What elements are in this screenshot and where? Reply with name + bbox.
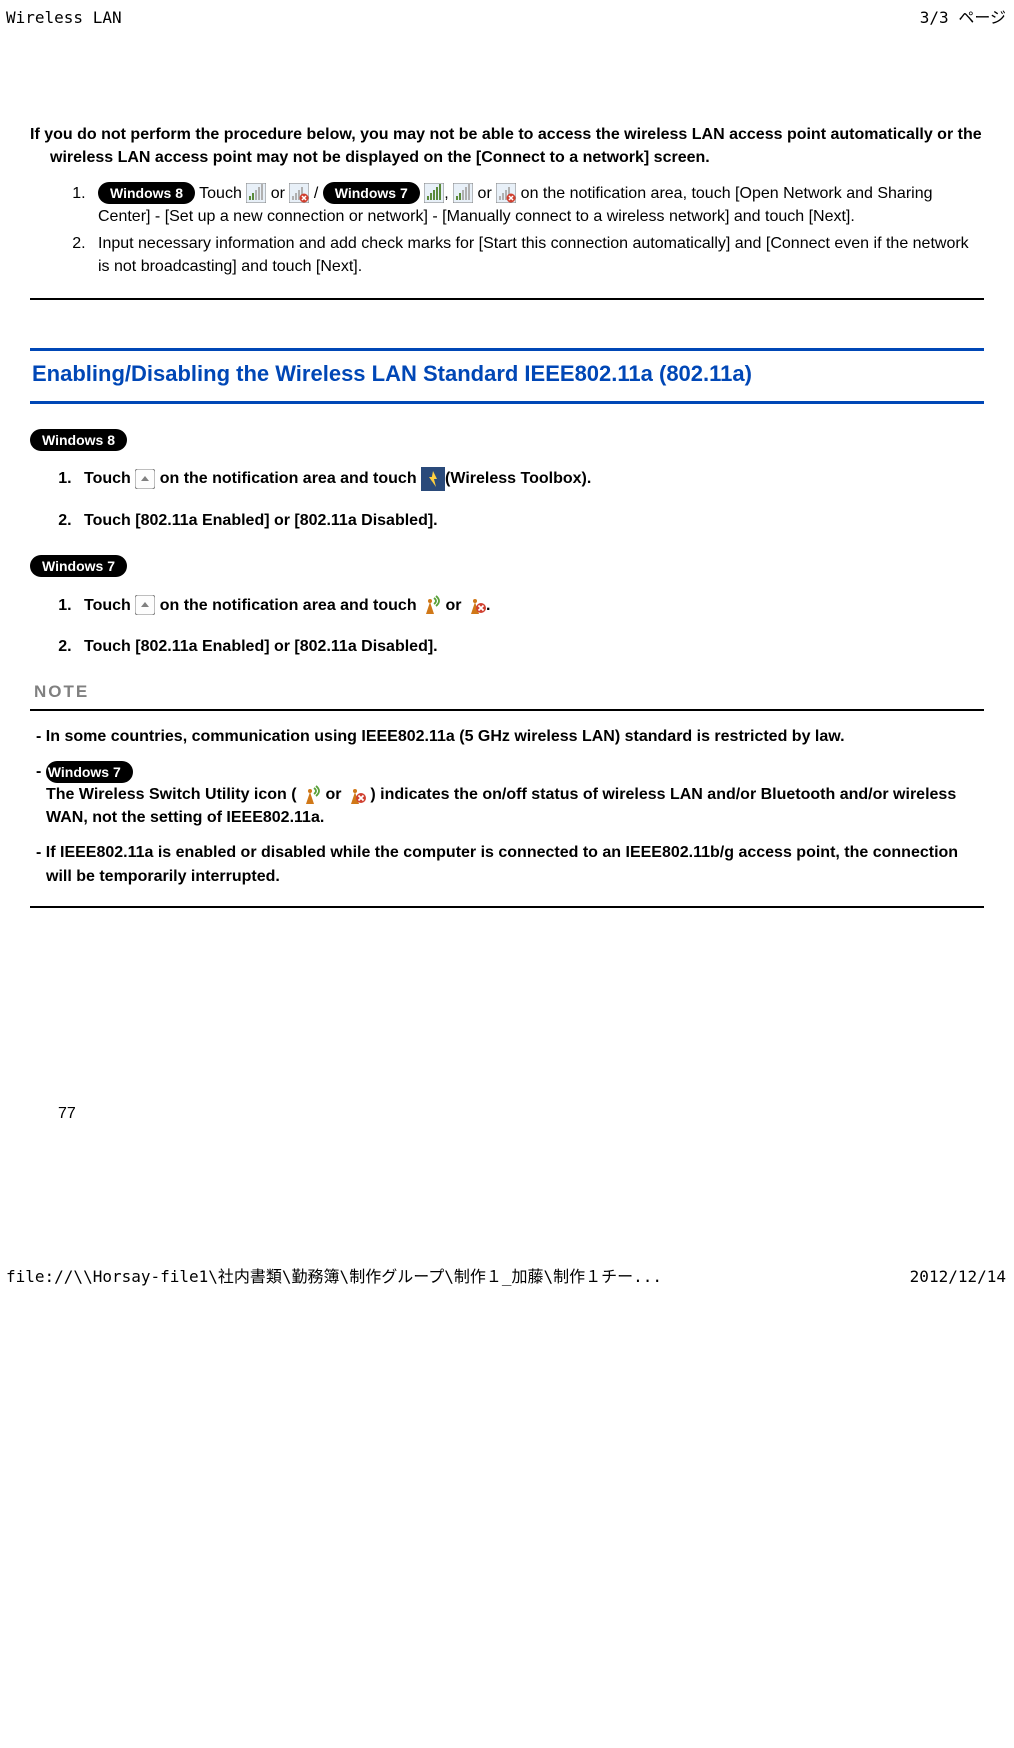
dash: - — [36, 763, 46, 780]
footer-right: 2012/12/14 — [910, 1265, 1006, 1288]
section-title: Enabling/Disabling the Wireless LAN Stan… — [30, 351, 984, 401]
windows7-badge: Windows 7 — [323, 182, 420, 204]
note-rule-top — [30, 709, 984, 711]
win7-step1-a: Touch — [84, 597, 135, 614]
step1-text-b: or — [266, 185, 289, 202]
wifi-bars-partial-icon — [453, 183, 473, 203]
step-2: Input necessary information and add chec… — [90, 232, 984, 278]
intro-paragraph: If you do not perform the procedure belo… — [30, 123, 984, 169]
win7-step-1: Touch on the notification area and touch… — [76, 594, 984, 617]
win8-step1-a: Touch — [84, 470, 135, 487]
section-bottom-rule — [30, 401, 984, 404]
windows8-badge: Windows 8 — [98, 182, 195, 204]
windows7-note-badge: Windows 7 — [46, 761, 133, 783]
note-3: - If IEEE802.11a is enabled or disabled … — [30, 841, 984, 887]
antenna-off-icon-2 — [346, 785, 366, 805]
note2-b: or — [321, 786, 346, 803]
antenna-on-icon — [421, 595, 441, 615]
dash: - — [36, 728, 46, 745]
note-2: - Windows 7 The Wireless Switch Utility … — [30, 760, 984, 830]
windows7-section-badge: Windows 7 — [30, 555, 127, 577]
step1-text-f: or — [473, 185, 496, 202]
windows8-section-badge: Windows 8 — [30, 429, 127, 451]
note3-text: If IEEE802.11a is enabled or disabled wh… — [46, 844, 958, 884]
header-left: Wireless LAN — [6, 6, 122, 29]
wifi-x-icon — [289, 183, 309, 203]
win8-step-1: Touch on the notification area and touch… — [76, 467, 984, 491]
page-number: 77 — [30, 922, 984, 1125]
wifi-bars-icon — [246, 183, 266, 203]
win7-step1-c: or — [441, 597, 466, 614]
antenna-off-icon — [466, 595, 486, 615]
content-area: If you do not perform the procedure belo… — [0, 31, 1014, 1185]
note1-text: In some countries, communication using I… — [46, 728, 845, 745]
procedure-steps: Windows 8 Touch or / Windows 7 , or on t… — [30, 182, 984, 279]
win7-steps: Touch on the notification area and touch… — [30, 594, 984, 658]
tray-up-icon — [135, 469, 155, 489]
tray-up-icon-2 — [135, 595, 155, 615]
step1-text-e: , — [444, 185, 453, 202]
win8-step1-b: on the notification area and touch — [155, 470, 421, 487]
wireless-toolbox-icon — [421, 467, 445, 491]
win8-step-2: Touch [802.11a Enabled] or [802.11a Disa… — [76, 509, 984, 532]
step1-text-c: / — [309, 185, 322, 202]
divider — [30, 298, 984, 300]
wifi-bars-color-icon — [424, 183, 444, 203]
dash: - — [36, 844, 46, 861]
win7-step-2: Touch [802.11a Enabled] or [802.11a Disa… — [76, 635, 984, 658]
wifi-x2-icon — [496, 183, 516, 203]
note-1: - In some countries, communication using… — [30, 725, 984, 748]
antenna-on-icon-2 — [301, 785, 321, 805]
step-1: Windows 8 Touch or / Windows 7 , or on t… — [90, 182, 984, 228]
win7-step1-d: . — [486, 597, 490, 614]
note-label: NOTE — [34, 680, 984, 705]
win8-steps: Touch on the notification area and touch… — [30, 467, 984, 532]
header-right: 3/3 ページ — [920, 6, 1006, 29]
note2-a: The Wireless Switch Utility icon ( — [46, 786, 301, 803]
win8-step1-c: (Wireless Toolbox). — [445, 470, 591, 487]
footer-left: file://\\Horsay-file1\社内書類\勤務簿\制作グループ\制作… — [6, 1265, 662, 1288]
win7-step1-b: on the notification area and touch — [155, 597, 421, 614]
step1-text-a: Touch — [195, 185, 246, 202]
note-rule-bottom — [30, 906, 984, 908]
